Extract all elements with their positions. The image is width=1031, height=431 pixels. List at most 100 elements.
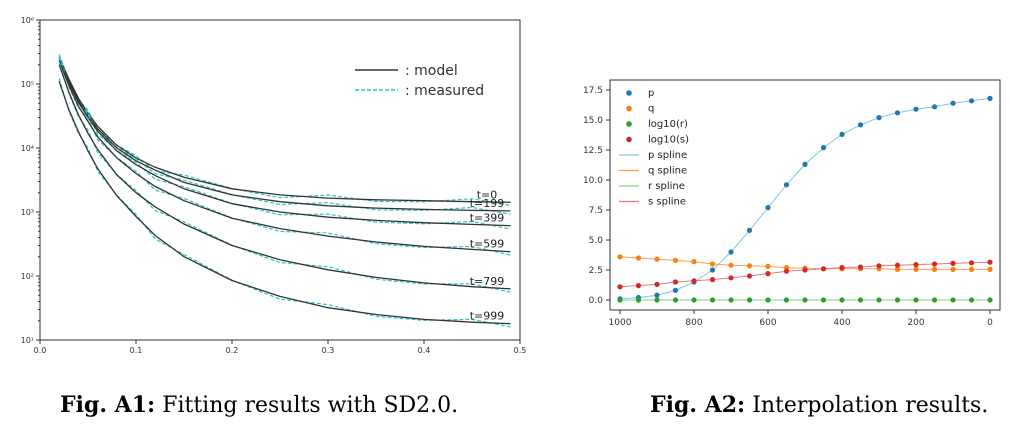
data-point bbox=[894, 110, 901, 116]
data-point bbox=[765, 263, 771, 269]
series-label: t=0 bbox=[477, 188, 498, 201]
data-point bbox=[691, 297, 697, 303]
x-tick-label: 0.4 bbox=[418, 346, 431, 355]
y-tick-label: 10² bbox=[21, 272, 34, 281]
data-point bbox=[709, 261, 716, 267]
x-tick-label: 0.3 bbox=[322, 346, 335, 355]
legend-marker bbox=[626, 90, 632, 96]
data-point bbox=[857, 122, 864, 128]
legend-label: q spline bbox=[648, 166, 687, 177]
legend-label: log10(r) bbox=[648, 119, 688, 130]
data-point bbox=[987, 266, 993, 272]
caption-text: Fitting results with SD2.0. bbox=[162, 393, 459, 418]
data-point bbox=[746, 263, 753, 269]
data-point bbox=[783, 182, 790, 188]
data-point bbox=[950, 266, 956, 272]
data-point bbox=[691, 259, 697, 265]
data-point bbox=[820, 266, 827, 272]
data-point bbox=[672, 297, 679, 303]
y-tick-label: 10⁴ bbox=[21, 144, 34, 153]
data-point bbox=[950, 297, 956, 303]
y-tick-label: 15.0 bbox=[583, 116, 603, 126]
fitting-chart: 0.0 0.1 0.2 0.3 0.4 0.510¹10²10³10⁴10⁵10⁶t=0t… bbox=[21, 16, 527, 355]
data-point bbox=[654, 292, 660, 298]
y-tick-label: 2.5 bbox=[589, 266, 603, 276]
data-point bbox=[654, 297, 660, 303]
legend-label: q bbox=[648, 104, 654, 115]
data-point bbox=[672, 257, 679, 263]
legend-marker bbox=[626, 105, 632, 112]
data-point bbox=[802, 297, 808, 303]
data-point bbox=[913, 266, 919, 272]
data-point bbox=[820, 145, 827, 151]
data-point bbox=[728, 249, 734, 255]
data-point bbox=[950, 260, 956, 266]
y-tick-label: 5.0 bbox=[589, 236, 604, 246]
data-point bbox=[857, 264, 864, 270]
data-point bbox=[987, 95, 993, 101]
legend-label: s spline bbox=[648, 197, 686, 208]
data-point bbox=[783, 297, 790, 303]
data-point bbox=[709, 277, 716, 283]
legend-label: r spline bbox=[648, 181, 685, 192]
data-point bbox=[654, 256, 660, 262]
data-point bbox=[913, 297, 919, 303]
y-tick-label: 7.5 bbox=[589, 206, 603, 216]
y-tick-label: 0.0 bbox=[589, 296, 604, 306]
y-tick-label: 10¹ bbox=[21, 336, 34, 345]
caption-fig-a2: Fig. A2: Interpolation results. bbox=[650, 392, 988, 418]
model-line bbox=[58, 64, 511, 290]
data-point bbox=[802, 161, 808, 167]
legend-measured-label: : measured bbox=[405, 83, 484, 99]
model-line bbox=[58, 59, 511, 227]
data-point bbox=[968, 98, 975, 104]
data-point bbox=[635, 255, 642, 261]
x-tick-label: 0 bbox=[987, 318, 993, 328]
plot-frame bbox=[39, 19, 521, 341]
legend: : model : measured bbox=[355, 63, 484, 99]
data-point bbox=[765, 297, 771, 303]
data-point bbox=[709, 267, 716, 273]
data-point bbox=[876, 297, 882, 303]
data-point bbox=[765, 205, 771, 211]
data-point bbox=[931, 297, 938, 303]
plot-frame bbox=[609, 79, 1001, 311]
interpolation-chart: 1000 800 600 400 200 0 0.0 2.5 5.0 7.5 10.0 12.5 15.… bbox=[583, 79, 1001, 328]
y-tick-label: 10.0 bbox=[583, 176, 603, 186]
legend-label: p bbox=[648, 88, 654, 99]
data-point bbox=[931, 104, 938, 110]
data-point bbox=[746, 273, 753, 279]
data-point bbox=[765, 271, 771, 277]
data-point bbox=[746, 227, 753, 233]
data-point bbox=[672, 279, 679, 285]
y-tick-label: 12.5 bbox=[583, 146, 603, 156]
data-point bbox=[691, 278, 697, 284]
data-point bbox=[913, 262, 919, 268]
data-point bbox=[672, 287, 679, 293]
data-point bbox=[635, 283, 642, 289]
data-point bbox=[728, 275, 734, 281]
data-point bbox=[783, 268, 790, 274]
data-point bbox=[931, 261, 938, 267]
legend: pq log10(r) log10(s) p spline q spline r spli… bbox=[619, 88, 689, 208]
series-label: t=999 bbox=[470, 310, 505, 323]
x-tick-label: 200 bbox=[907, 318, 924, 328]
model-line bbox=[58, 58, 511, 212]
legend-label: log10(s) bbox=[648, 135, 689, 146]
series-label: t=799 bbox=[470, 275, 505, 288]
data-point bbox=[968, 260, 975, 266]
data-point bbox=[617, 284, 623, 290]
legend-marker bbox=[626, 136, 632, 143]
legend-marker bbox=[626, 121, 632, 127]
data-point bbox=[913, 106, 919, 112]
data-point bbox=[894, 266, 901, 272]
caption-label: Fig. A1: bbox=[60, 392, 156, 418]
caption-fig-a1: Fig. A1: Fitting results with SD2.0. bbox=[60, 392, 458, 418]
data-point bbox=[839, 131, 845, 137]
legend-model-label: : model bbox=[405, 63, 458, 79]
data-point bbox=[802, 267, 808, 273]
series-label: t=599 bbox=[470, 238, 505, 251]
data-point bbox=[987, 297, 993, 303]
data-point bbox=[987, 259, 993, 265]
x-tick-label: 1000 bbox=[609, 318, 632, 328]
